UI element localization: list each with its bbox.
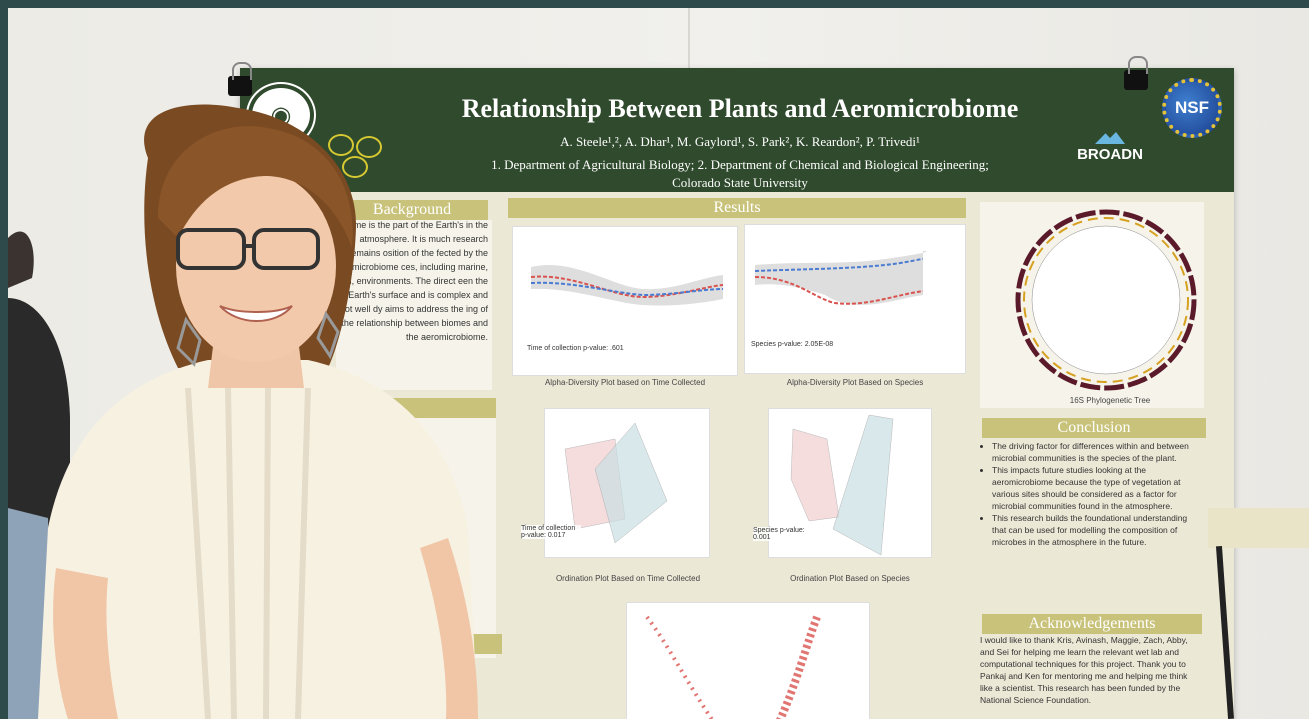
presenter-earring-left xyxy=(176,316,202,367)
tree-caption: 16S Phylogenetic Tree xyxy=(1069,396,1151,405)
table-top xyxy=(1208,508,1309,548)
ordination-time-note: Time of collection p-value: 0.017 xyxy=(521,525,581,539)
ordination-time-svg xyxy=(564,422,668,544)
volcano-points-right xyxy=(776,615,821,719)
alpha-time-caption: Alpha-Diversity Plot based on Time Colle… xyxy=(544,378,706,387)
alpha-species-band xyxy=(755,251,927,305)
tree-ring-outer xyxy=(1015,209,1197,391)
presenter-earring-right xyxy=(316,310,340,360)
phylogenetic-tree-svg xyxy=(1015,209,1197,391)
volcano-plot xyxy=(626,602,870,719)
volcano-svg xyxy=(645,615,821,719)
acknowledgements-text: I would like to thank Kris, Avinash, Mag… xyxy=(980,635,1188,705)
wall-seam xyxy=(688,8,690,68)
alpha-species-line-red xyxy=(754,276,924,305)
affiliation-line-2: Colorado State University xyxy=(672,175,808,190)
binder-clip-left xyxy=(228,62,252,96)
poster-banner: ◉ Relationship Between Plants and Aeromi… xyxy=(240,68,1234,192)
presenter-smile xyxy=(219,305,293,322)
conclusion-list: The driving factor for differences withi… xyxy=(980,440,1200,548)
tree-body xyxy=(1031,225,1181,375)
presenter-arm-right xyxy=(420,538,478,719)
volcano-points-left xyxy=(645,615,715,719)
ordination-species-svg xyxy=(790,414,894,556)
broadn-label: BROADN xyxy=(1077,146,1143,163)
conclusion-item: This research builds the foundational un… xyxy=(992,512,1200,548)
background-text: me is the part of the Earth's in the atm… xyxy=(338,220,488,342)
poster-board: ◉ Relationship Between Plants and Aeromi… xyxy=(240,68,1234,719)
alpha-time-band xyxy=(531,264,723,306)
mountain-icon xyxy=(1095,132,1125,144)
ordination-species-note: Species p-value: 0.001 xyxy=(753,527,813,541)
tree-ring-inner xyxy=(1023,217,1189,383)
alpha-time-line-blue xyxy=(530,281,724,297)
nsf-logo: NSF xyxy=(1162,78,1222,138)
ordination-species-caption: Ordination Plot Based on Species xyxy=(790,574,910,583)
background-heading: Background xyxy=(336,200,488,220)
alpha-time-svg xyxy=(530,264,724,306)
presenter-shirt xyxy=(38,360,478,719)
results-heading: Results xyxy=(508,198,966,218)
conclusion-item: This impacts future studies looking at t… xyxy=(992,464,1200,512)
presenter-shirt-texture xyxy=(185,387,311,719)
conclusion-item: The driving factor for differences withi… xyxy=(992,440,1200,464)
alpha-time-note: Time of collection p-value: .601 xyxy=(527,345,624,352)
ord-time-hull-blue xyxy=(594,422,668,544)
ord-species-hull-blue xyxy=(832,414,894,556)
conclusion-heading: Conclusion xyxy=(982,418,1206,438)
broadn-logo: BROADN xyxy=(1068,132,1152,163)
poster-affiliation: 1. Department of Agricultural Biology; 2… xyxy=(400,156,1080,192)
lab-logo xyxy=(328,134,386,184)
ordination-time-plot: Time of collection p-value: 0.017 xyxy=(521,408,710,558)
acknowledgements-heading: Acknowledgements xyxy=(982,614,1202,634)
affiliation-line-1: 1. Department of Agricultural Biology; 2… xyxy=(491,157,989,172)
background-panel xyxy=(336,220,492,390)
photo: ◉ Relationship Between Plants and Aeromi… xyxy=(8,8,1309,719)
alpha-time-plot: Time of collection p-value: .601 xyxy=(512,226,738,376)
alpha-time-line-red xyxy=(530,275,724,299)
presenter-glasses xyxy=(176,228,320,270)
alpha-species-svg xyxy=(754,251,927,305)
alpha-species-plot: Species p-value: 2.05E-08 xyxy=(744,224,966,374)
tree-panel xyxy=(980,202,1204,408)
presenter-arm-left xyxy=(53,568,118,719)
presenter-hair-front xyxy=(158,126,353,248)
ordination-species-plot: Species p-value: 0.001 xyxy=(753,408,932,558)
ordination-time-caption: Ordination Plot Based on Time Collected xyxy=(555,574,701,583)
alpha-species-caption: Alpha-Diversity Plot Based on Species xyxy=(786,378,924,387)
presenter-photo xyxy=(38,104,478,719)
poster-title: Relationship Between Plants and Aeromicr… xyxy=(461,94,1019,123)
alpha-species-line-blue xyxy=(754,258,924,272)
poster-authors: A. Steele¹,², A. Dhar¹, M. Gaylord¹, S. … xyxy=(560,134,920,149)
alpha-species-note: Species p-value: 2.05E-08 xyxy=(751,341,834,348)
binder-clip-right xyxy=(1124,56,1148,90)
ord-species-hull-red xyxy=(790,428,840,522)
